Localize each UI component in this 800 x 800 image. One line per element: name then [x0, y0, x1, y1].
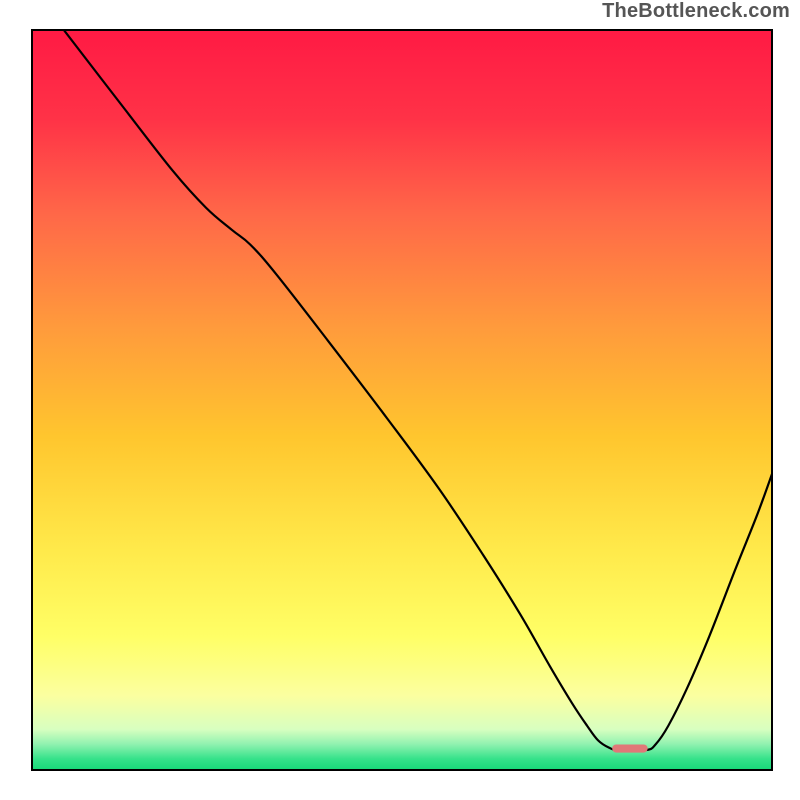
bottleneck-chart [0, 0, 800, 800]
gradient-background [32, 30, 772, 770]
optimal-marker-pill [612, 744, 648, 752]
chart-container: TheBottleneck.com [0, 0, 800, 800]
watermark: TheBottleneck.com [602, 0, 790, 23]
